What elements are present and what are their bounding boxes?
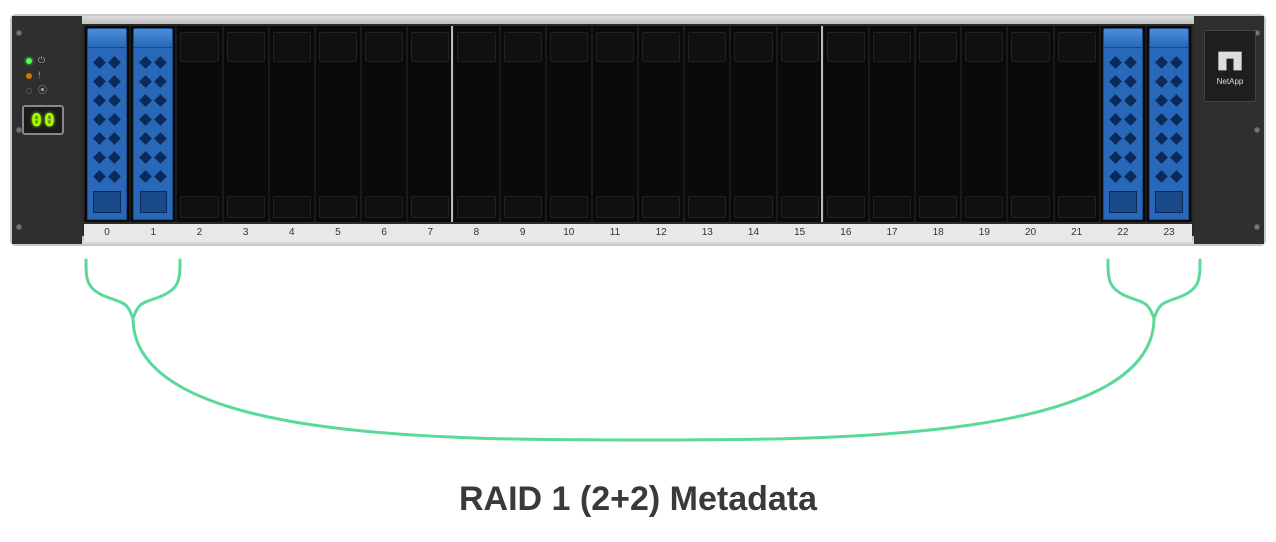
drive-bay [269, 26, 315, 222]
drive-bay [130, 26, 176, 222]
drive-bay [777, 26, 823, 222]
drive-bay [638, 26, 684, 222]
power-icon: ⏻ [38, 56, 45, 65]
drive-bay [1146, 26, 1192, 222]
drive-bay [546, 26, 592, 222]
bay-number: 10 [546, 224, 592, 242]
bay-number: 9 [500, 224, 546, 242]
drive-bay [823, 26, 869, 222]
locate-icon: ⦿ [38, 86, 47, 95]
bay-number: 16 [823, 224, 869, 242]
drive-bay [961, 26, 1007, 222]
bay-number: 12 [638, 224, 684, 242]
bay-number: 7 [407, 224, 453, 242]
drive-bay [869, 26, 915, 222]
bay-number: 11 [592, 224, 638, 242]
drive-bay [1007, 26, 1053, 222]
drive-bay [407, 26, 453, 222]
led-attention-icon [26, 73, 32, 79]
drive-bay [1100, 26, 1146, 222]
led-ok-icon [26, 58, 32, 64]
bay-number: 17 [869, 224, 915, 242]
bay-number: 4 [269, 224, 315, 242]
drive-bay [361, 26, 407, 222]
drive-bay [315, 26, 361, 222]
drive-carrier [1149, 28, 1189, 220]
digit-1: 0 [31, 110, 42, 131]
left-rack-ear: ⏻ ! ⦿ 0 0 [12, 16, 82, 244]
right-rack-ear: NetApp [1194, 16, 1264, 244]
bay-number: 23 [1146, 224, 1192, 242]
bay-number: 21 [1054, 224, 1100, 242]
drive-bay [915, 26, 961, 222]
drive-bay [500, 26, 546, 222]
bay-number: 19 [961, 224, 1007, 242]
drive-bay [84, 26, 130, 222]
drive-bay [730, 26, 776, 222]
bay-number: 14 [730, 224, 776, 242]
drive-carrier [1103, 28, 1143, 220]
status-panel: ⏻ ! ⦿ [26, 56, 68, 95]
warn-icon: ! [38, 71, 41, 80]
drive-bay [453, 26, 499, 222]
digit-2: 0 [44, 110, 55, 131]
led-locate-icon [26, 88, 32, 94]
bay-number: 3 [223, 224, 269, 242]
drive-bay [592, 26, 638, 222]
drive-carrier [133, 28, 173, 220]
drive-bay [223, 26, 269, 222]
bay-number: 15 [777, 224, 823, 242]
bay-number: 22 [1100, 224, 1146, 242]
brand-name: NetApp [1217, 77, 1244, 86]
bay-number: 2 [176, 224, 222, 242]
bay-number: 1 [130, 224, 176, 242]
bay-number: 18 [915, 224, 961, 242]
bay-number: 8 [453, 224, 499, 242]
bay-number: 6 [361, 224, 407, 242]
bay-number: 0 [84, 224, 130, 242]
bay-number: 20 [1007, 224, 1053, 242]
brand-badge: NetApp [1204, 30, 1256, 102]
caption-text: RAID 1 (2+2) Metadata [0, 480, 1276, 519]
storage-chassis: ⏻ ! ⦿ 0 0 012345678910111213141516171819… [10, 14, 1266, 246]
drive-bay [1054, 26, 1100, 222]
netapp-logo-icon [1216, 47, 1244, 75]
drive-bay [684, 26, 730, 222]
bay-number: 13 [684, 224, 730, 242]
drive-bays-region: 01234567891011121314151617181920212223 [82, 16, 1194, 244]
shelf-id-display: 0 0 [22, 105, 64, 135]
bay-number: 5 [315, 224, 361, 242]
drive-bay [176, 26, 222, 222]
drive-carrier [87, 28, 127, 220]
